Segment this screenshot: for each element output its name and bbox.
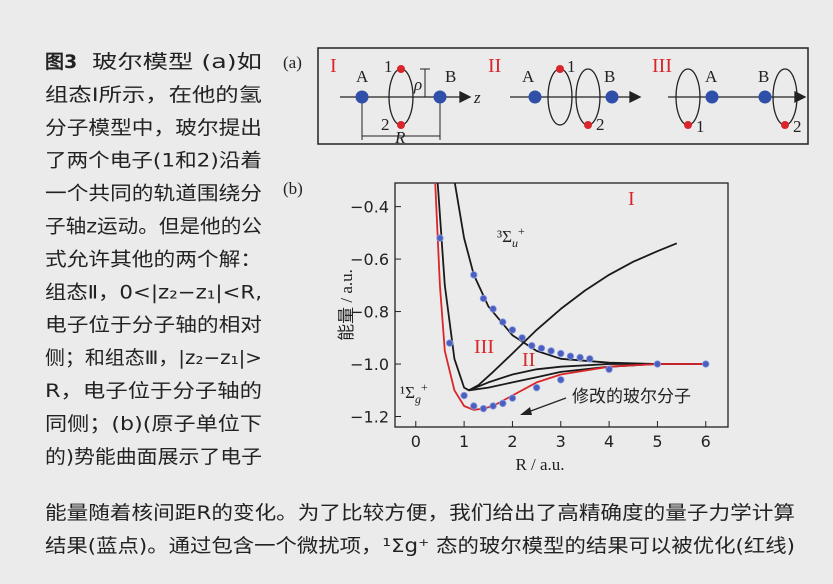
data-point bbox=[470, 272, 477, 279]
panel-label: (a) bbox=[283, 53, 302, 72]
data-point bbox=[586, 355, 593, 362]
caption-label: 图3 bbox=[45, 51, 77, 73]
x-tick-label: 5 bbox=[652, 432, 662, 451]
data-point bbox=[480, 405, 487, 412]
electron bbox=[584, 121, 592, 129]
nucleus bbox=[606, 91, 619, 104]
data-point bbox=[567, 353, 574, 360]
x-tick-label: 3 bbox=[556, 432, 566, 451]
x-tick-label: 0 bbox=[411, 432, 421, 451]
config-numeral: II bbox=[488, 55, 501, 77]
annotation-subscript: g bbox=[415, 392, 421, 406]
nucleus-label: B bbox=[445, 67, 456, 86]
nucleus bbox=[434, 91, 447, 104]
caption-line: 组态Ⅱ，0<|z₂−z₁|<R, bbox=[45, 281, 262, 303]
data-point bbox=[557, 376, 564, 383]
caption-line: 分子模型中，玻尔提出 bbox=[45, 117, 262, 139]
nucleus-label: A bbox=[705, 67, 718, 86]
data-point bbox=[509, 327, 516, 334]
x-tick-label: 6 bbox=[701, 432, 711, 451]
electron-label: 1 bbox=[384, 57, 393, 76]
electron bbox=[684, 121, 692, 129]
caption-line: 式允许其他的两个解： bbox=[45, 248, 262, 270]
electron-label: 1 bbox=[696, 117, 705, 136]
data-point bbox=[519, 334, 526, 341]
caption-line: 结果(蓝点)。通过包含一个微扰项，¹Σg⁺ 态的玻尔模型的结果可以被优化(红线) bbox=[45, 535, 795, 557]
x-tick-label: 1 bbox=[459, 432, 469, 451]
nucleus-label: B bbox=[758, 67, 769, 86]
caption-line: R，电子位于分子轴的 bbox=[45, 380, 262, 402]
nucleus bbox=[356, 91, 369, 104]
axis-label: z bbox=[473, 88, 481, 107]
annotation: 修改的玻尔分子 bbox=[572, 387, 691, 407]
data-point bbox=[557, 350, 564, 357]
nucleus bbox=[529, 91, 542, 104]
annotation-subscript: u bbox=[512, 236, 518, 250]
data-point bbox=[577, 354, 584, 361]
panel-label: (b) bbox=[283, 179, 303, 198]
annotation-text: 修改的玻尔分子 bbox=[572, 387, 691, 407]
data-point bbox=[499, 319, 506, 326]
data-point bbox=[538, 345, 545, 352]
caption-line: 子轴z运动。但是他的公 bbox=[45, 216, 262, 238]
nucleus-label: B bbox=[604, 67, 615, 86]
caption-line: 玻尔模型 (a)如 bbox=[92, 51, 262, 73]
electron-label: 2 bbox=[793, 117, 802, 136]
series-label: I bbox=[628, 188, 635, 210]
caption-line: 侧；和组态Ⅲ，|z₂−z₁|> bbox=[45, 347, 262, 369]
data-point bbox=[470, 403, 477, 410]
x-tick-label: 2 bbox=[507, 432, 517, 451]
data-point bbox=[461, 392, 468, 399]
electron-label: 2 bbox=[596, 115, 605, 134]
annotation-superscript: + bbox=[421, 380, 428, 394]
electron-label: 2 bbox=[381, 115, 390, 134]
x-tick-label: 4 bbox=[604, 432, 614, 451]
data-point bbox=[548, 348, 555, 355]
data-point bbox=[480, 295, 487, 302]
data-point bbox=[702, 361, 709, 368]
distance-label: R bbox=[394, 128, 406, 147]
nucleus bbox=[759, 91, 772, 104]
electron bbox=[556, 65, 564, 73]
data-point bbox=[490, 306, 497, 313]
caption-line: 一个共同的轨道围绕分 bbox=[45, 183, 262, 205]
caption-line: 组态Ⅰ所示，在他的氢 bbox=[45, 84, 262, 106]
data-point bbox=[528, 342, 535, 349]
config-numeral: III bbox=[652, 55, 672, 77]
caption-line: 了两个电子(1和2)沿着 bbox=[45, 150, 262, 172]
y-axis-label: 能量 / a.u. bbox=[337, 269, 356, 341]
annotation-superscript: + bbox=[518, 224, 525, 238]
electron bbox=[397, 65, 405, 73]
caption-line: 的)势能曲面展示了电子 bbox=[45, 446, 262, 468]
rho-label: ρ bbox=[413, 75, 422, 94]
electron-label: 1 bbox=[567, 57, 576, 76]
data-point bbox=[654, 361, 661, 368]
data-point bbox=[509, 395, 516, 402]
data-point bbox=[437, 235, 444, 242]
y-tick-label: −0.6 bbox=[350, 250, 389, 269]
y-tick-label: −1.0 bbox=[350, 355, 389, 374]
data-point bbox=[446, 340, 453, 347]
caption-line: 能量随着核间距R的变化。为了比较方便，我们给出了高精确度的量子力学计算 bbox=[45, 502, 795, 524]
data-point bbox=[533, 384, 540, 391]
caption-line: 电子位于分子轴的相对 bbox=[45, 314, 262, 336]
config-numeral: I bbox=[330, 55, 337, 77]
nucleus-label: A bbox=[522, 67, 535, 86]
data-point bbox=[606, 366, 613, 373]
figure-page: 图3 玻尔模型 (a)如组态Ⅰ所示，在他的氢分子模型中，玻尔提出了两个电子(1和2… bbox=[0, 0, 833, 584]
series-label: II bbox=[522, 349, 535, 371]
nucleus-label: A bbox=[356, 67, 369, 86]
annotation-text: ¹Σ bbox=[400, 383, 415, 402]
nucleus bbox=[706, 91, 719, 104]
x-axis-label: R / a.u. bbox=[515, 455, 564, 474]
data-point bbox=[490, 403, 497, 410]
caption-line: 同侧；(b)(原子单位下 bbox=[45, 413, 262, 435]
y-tick-label: −0.4 bbox=[350, 198, 389, 217]
y-tick-label: −1.2 bbox=[350, 408, 389, 427]
annotation-text: ³Σ bbox=[497, 227, 512, 246]
series-label: III bbox=[474, 336, 494, 358]
electron bbox=[781, 121, 789, 129]
data-point bbox=[499, 400, 506, 407]
